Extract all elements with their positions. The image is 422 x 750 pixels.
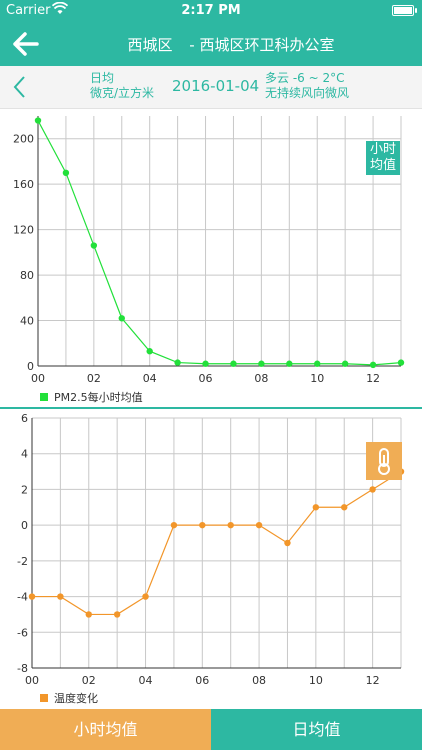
wifi-icon: [51, 1, 69, 19]
tab-bar: 小时均值 日均值: [0, 709, 422, 750]
data-point: [255, 521, 263, 529]
x-tick-label: 12: [366, 674, 380, 687]
data-point: [62, 169, 70, 177]
unit-label: 日均 微克/立方米: [90, 71, 154, 101]
data-point: [230, 360, 237, 367]
y-tick-label: 0: [27, 360, 34, 373]
data-point: [34, 117, 42, 124]
x-tick-label: 02: [87, 372, 101, 385]
status-bar: Carrier 2:17 PM: [0, 0, 422, 22]
data-point: [57, 593, 64, 600]
y-tick-label: -8: [17, 662, 28, 675]
data-point: [85, 611, 92, 618]
x-tick-label: 06: [195, 674, 209, 687]
x-tick-label: 10: [310, 372, 324, 385]
y-tick-label: 120: [13, 224, 34, 237]
temperature-legend: 温度变化: [40, 690, 98, 706]
y-tick-label: 200: [13, 133, 34, 146]
pm25-legend: PM2.5每小时均值: [40, 389, 143, 405]
y-tick-label: -2: [17, 555, 28, 568]
data-point: [284, 539, 291, 547]
data-point: [113, 611, 121, 618]
chevron-left-icon[interactable]: [12, 75, 28, 99]
x-tick-label: 06: [199, 372, 213, 385]
data-point: [369, 361, 377, 369]
y-tick-label: 40: [20, 315, 34, 328]
x-tick-label: 10: [309, 674, 323, 687]
data-point: [286, 360, 293, 367]
temperature-legend-label: 温度变化: [54, 692, 98, 705]
carrier-label: Carrier: [6, 3, 51, 18]
tab-daily-average[interactable]: 日均值: [211, 709, 422, 750]
period-text: 日均: [90, 71, 115, 85]
data-point: [174, 359, 181, 366]
x-tick-label: 04: [143, 372, 157, 385]
page-title: 西城区 - 西城区环卫科办公室: [60, 34, 402, 55]
chart-divider: [0, 407, 422, 409]
data-point: [170, 521, 178, 529]
weather-condition: 多云 -6 ~ 2°C: [265, 71, 345, 85]
data-point: [258, 360, 265, 367]
data-point: [312, 504, 320, 511]
x-tick-label: 08: [254, 372, 268, 385]
thermometer-icon[interactable]: [366, 442, 402, 480]
data-point: [202, 360, 209, 367]
wind-condition: 无持续风向微风: [265, 86, 350, 100]
station-name: - 西城区环卫科办公室: [189, 36, 335, 54]
data-point: [28, 593, 36, 600]
y-tick-label: 2: [21, 483, 28, 496]
data-point: [369, 486, 376, 493]
series-line: [32, 471, 402, 616]
hourly-average-badge[interactable]: 小时均值: [366, 141, 400, 175]
data-point: [314, 360, 321, 367]
x-tick-label: 02: [82, 674, 96, 687]
date-display[interactable]: 2016-01-04: [172, 77, 260, 95]
data-point: [341, 504, 348, 511]
battery-icon: [392, 5, 417, 16]
x-tick-label: 00: [31, 372, 45, 385]
y-tick-label: 160: [13, 178, 34, 191]
y-tick-label: 4: [21, 448, 28, 461]
x-tick-label: 00: [25, 674, 39, 687]
back-arrow-icon[interactable]: [12, 30, 40, 58]
x-tick-label: 04: [139, 674, 153, 687]
x-tick-label: 08: [252, 674, 266, 687]
data-point: [199, 521, 206, 529]
unit-text: 微克/立方米: [90, 86, 155, 100]
y-tick-label: 0: [21, 519, 28, 532]
weather-info: 多云 -6 ~ 2°C 无持续风向微风: [265, 71, 349, 101]
x-tick-label: 12: [366, 372, 380, 385]
data-point: [146, 348, 153, 355]
pm25-legend-label: PM2.5每小时均值: [54, 391, 143, 404]
data-point: [118, 315, 125, 322]
data-point: [227, 521, 234, 529]
y-tick-label: -6: [17, 626, 28, 639]
data-point: [397, 359, 405, 366]
navigation-bar: 西城区 - 西城区环卫科办公室: [0, 22, 422, 66]
clock: 2:17 PM: [181, 3, 241, 18]
y-tick-label: -4: [17, 591, 28, 604]
y-tick-label: 6: [21, 412, 28, 425]
y-tick-label: 80: [20, 269, 34, 282]
tab-hourly-average[interactable]: 小时均值: [0, 709, 211, 750]
series-line: [37, 120, 402, 366]
date-bar: 日均 微克/立方米 2016-01-04 多云 -6 ~ 2°C 无持续风向微风: [0, 66, 422, 109]
data-point: [341, 360, 349, 367]
data-point: [90, 242, 98, 249]
pm25-line-chart: 0 40 80 120 160 200 00 02 04 06 08 10 12: [13, 116, 405, 385]
district-name: 西城区: [127, 36, 173, 54]
data-point: [142, 593, 149, 600]
